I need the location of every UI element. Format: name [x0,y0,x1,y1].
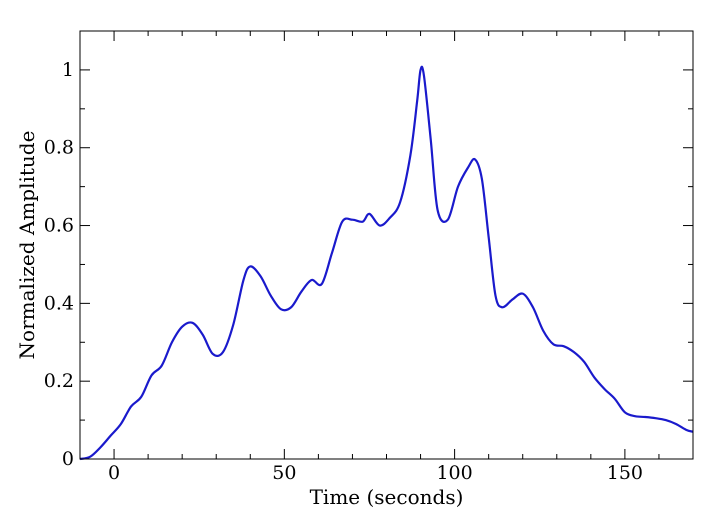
x-tick-label: 50 [272,462,296,484]
x-tick-label: 150 [607,462,643,484]
y-tick-label: 0 [62,448,74,470]
x-axis-title: Time (seconds) [310,485,464,509]
x-axis: 0 50 100 150 [79,31,694,484]
x-tick-label: 100 [436,462,472,484]
y-tick-label: 0.8 [44,137,74,159]
y-axis: 0 0.2 0.4 0.6 0.8 1 [44,30,693,470]
x-tick-label: 0 [108,462,120,484]
plot-frame [79,30,694,460]
y-tick-label: 1 [62,59,74,81]
series-line-0 [79,65,694,461]
y-tick-label: 0.6 [44,215,74,237]
y-tick-label: 0.2 [44,370,74,392]
plot-area [79,65,694,461]
y-tick-label: 0.4 [44,292,74,314]
y-axis-title: Normalized Amplitude [15,131,39,360]
